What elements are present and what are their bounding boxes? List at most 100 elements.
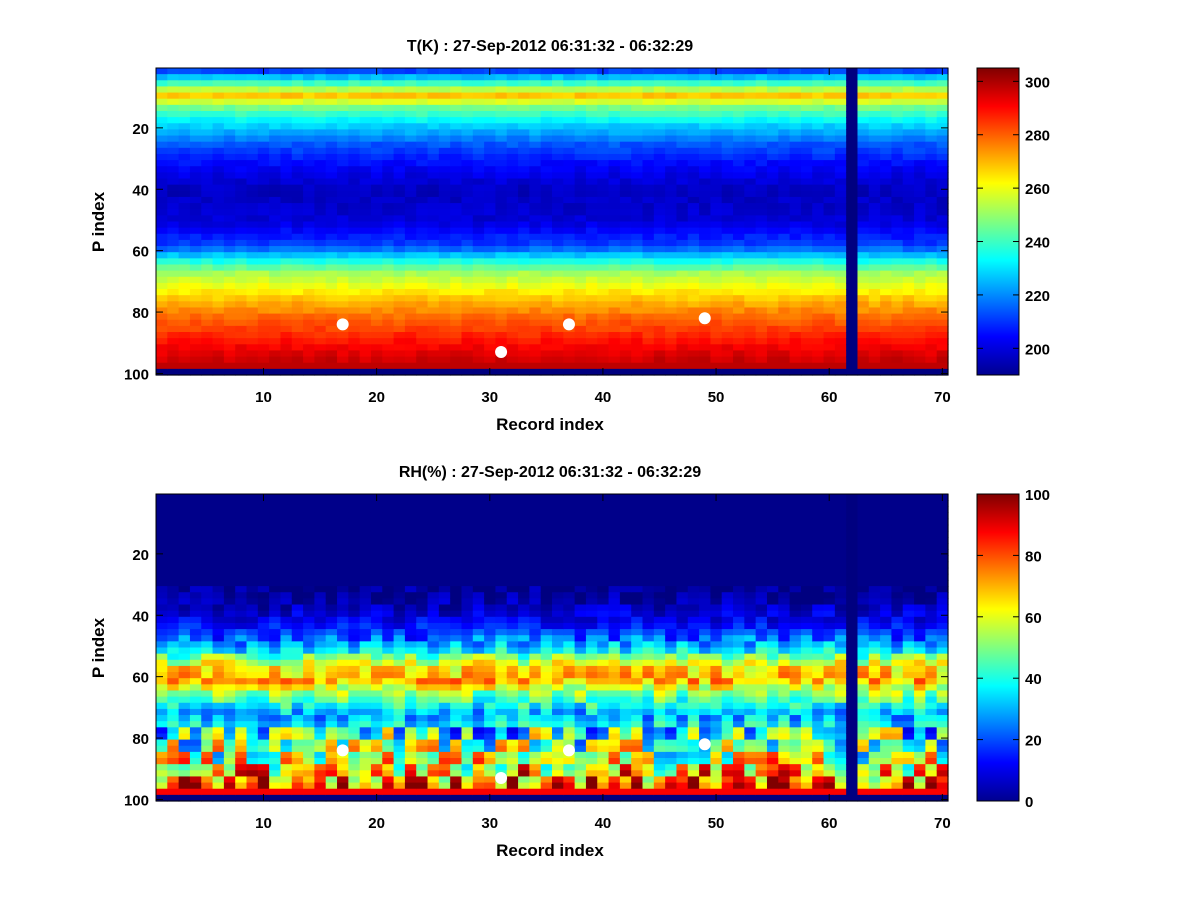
heatmap-cell: [665, 178, 678, 186]
heatmap-cell: [834, 270, 847, 278]
heatmap-cell: [846, 123, 859, 130]
heatmap-cell: [676, 282, 689, 290]
heatmap-cell: [178, 708, 191, 716]
heatmap-cell: [619, 344, 632, 352]
heatmap-cell: [257, 518, 270, 526]
heatmap-cell: [472, 362, 485, 370]
heatmap-cell: [653, 301, 666, 309]
heatmap-cell: [280, 166, 293, 173]
heatmap-cell: [563, 178, 576, 186]
heatmap-cell: [370, 500, 383, 507]
heatmap-cell: [235, 653, 248, 661]
heatmap-cell: [156, 610, 168, 618]
heatmap-cell: [846, 92, 859, 100]
heatmap-cell: [223, 276, 236, 284]
heatmap-cell: [880, 246, 893, 253]
heatmap-cell: [597, 246, 610, 253]
heatmap-cell: [167, 301, 180, 309]
heatmap-cell: [201, 500, 214, 507]
heatmap-cell: [914, 264, 926, 272]
heatmap-cell: [167, 295, 180, 302]
y-tick-label: 20: [132, 121, 149, 138]
heatmap-cell: [280, 368, 293, 376]
heatmap-cell: [902, 74, 915, 81]
heatmap-cell: [823, 129, 836, 137]
heatmap-cell: [337, 289, 349, 296]
heatmap-cell: [631, 233, 644, 241]
heatmap-cell: [167, 160, 180, 167]
heatmap-cell: [902, 135, 915, 143]
heatmap-cell: [914, 190, 926, 198]
heatmap-cell: [450, 610, 463, 618]
data-marker: [698, 312, 711, 325]
heatmap-cell: [450, 518, 463, 526]
heatmap-cell: [359, 196, 372, 204]
heatmap-cell: [857, 319, 870, 327]
heatmap-cell: [291, 319, 304, 327]
heatmap-cell: [325, 190, 338, 198]
heatmap-cell: [325, 745, 338, 753]
heatmap-cell: [914, 338, 926, 345]
heatmap-cell: [235, 307, 248, 315]
heatmap-cell: [246, 610, 259, 618]
heatmap-cell: [269, 573, 282, 581]
heatmap-cell: [687, 74, 700, 81]
heatmap-cell: [574, 295, 587, 302]
heatmap-cell: [404, 246, 417, 253]
heatmap-cell: [800, 215, 813, 223]
heatmap-cell: [642, 227, 655, 235]
heatmap-cell: [337, 172, 349, 180]
heatmap-cell: [404, 184, 417, 192]
heatmap-cell: [461, 160, 474, 167]
heatmap-cell: [597, 289, 610, 296]
heatmap-cell: [370, 184, 383, 192]
heatmap-cell: [370, 592, 383, 599]
heatmap-cell: [936, 350, 949, 358]
x-tick-label: 20: [368, 389, 385, 406]
heatmap-cell: [359, 739, 372, 747]
heatmap-cell: [348, 282, 361, 290]
heatmap-cell: [246, 739, 259, 747]
heatmap-cell: [269, 708, 282, 716]
heatmap-cell: [834, 80, 847, 88]
heatmap-cell: [167, 739, 180, 747]
heatmap-cell: [337, 702, 349, 710]
heatmap-cell: [280, 356, 293, 364]
heatmap-cell: [212, 555, 225, 563]
heatmap-cell: [552, 356, 564, 364]
heatmap-cell: [789, 338, 802, 345]
heatmap-cell: [540, 196, 553, 204]
heatmap-cell: [823, 74, 836, 81]
heatmap-cell: [472, 209, 485, 216]
heatmap-cell: [608, 301, 621, 309]
heatmap-cell: [744, 295, 757, 302]
heatmap-cell: [800, 332, 813, 339]
heatmap-cell: [631, 239, 644, 247]
heatmap-cell: [156, 184, 168, 192]
heatmap-cell: [212, 573, 225, 581]
heatmap-cell: [269, 684, 282, 692]
heatmap-cell: [563, 356, 576, 364]
heatmap-cell: [257, 770, 270, 778]
heatmap-cell: [868, 246, 881, 253]
heatmap-cell: [325, 610, 338, 618]
heatmap-column: [936, 68, 949, 376]
heatmap-cell: [699, 368, 711, 376]
heatmap-cell: [404, 252, 417, 259]
heatmap-cell: [393, 129, 406, 137]
heatmap-cell: [167, 233, 180, 241]
heatmap-cell: [755, 203, 768, 210]
heatmap-cell: [167, 215, 180, 223]
heatmap-cell: [778, 184, 791, 192]
temperature-heatmap: [156, 68, 949, 376]
heatmap-cell: [427, 592, 440, 599]
heatmap-cell: [178, 239, 191, 247]
heatmap-cell: [438, 74, 451, 81]
heatmap-cell: [766, 332, 779, 339]
heatmap-cell: [450, 332, 463, 339]
heatmap-cell: [235, 739, 248, 747]
heatmap-cell: [834, 332, 847, 339]
heatmap-cell: [189, 313, 202, 321]
heatmap-cell: [936, 135, 949, 143]
heatmap-cell: [201, 579, 214, 587]
